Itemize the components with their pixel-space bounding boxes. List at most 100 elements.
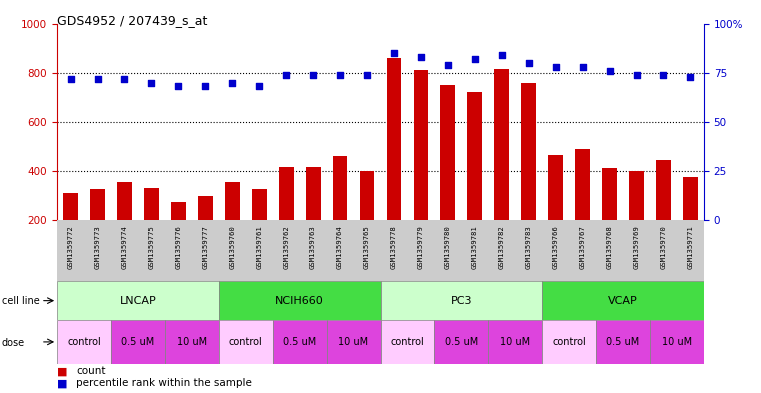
Point <box>630 72 642 78</box>
Text: GSM1359766: GSM1359766 <box>552 225 559 269</box>
Bar <box>387 58 401 220</box>
Text: GSM1359771: GSM1359771 <box>687 225 693 269</box>
Text: GSM1359776: GSM1359776 <box>175 225 181 269</box>
Point <box>119 75 131 82</box>
Text: 0.5 uM: 0.5 uM <box>607 337 640 347</box>
Bar <box>548 155 563 220</box>
Text: GSM1359774: GSM1359774 <box>122 225 127 269</box>
Text: count: count <box>76 366 106 376</box>
Point <box>388 50 400 56</box>
Bar <box>650 320 704 364</box>
Bar <box>495 69 509 220</box>
Bar <box>57 281 219 320</box>
Bar <box>629 171 644 220</box>
Text: ■: ■ <box>57 378 68 388</box>
Text: percentile rank within the sample: percentile rank within the sample <box>76 378 252 388</box>
Bar <box>279 167 294 220</box>
Text: GSM1359772: GSM1359772 <box>68 225 74 269</box>
Point <box>280 72 292 78</box>
Bar <box>272 320 326 364</box>
Point <box>495 52 508 58</box>
Bar <box>683 177 698 220</box>
Bar <box>543 320 596 364</box>
Text: GSM1359760: GSM1359760 <box>229 225 235 269</box>
Point <box>523 60 535 66</box>
Text: GSM1359782: GSM1359782 <box>498 225 505 269</box>
Point <box>145 79 158 86</box>
Text: GSM1359770: GSM1359770 <box>661 225 667 269</box>
Point <box>65 75 77 82</box>
Point <box>172 83 184 90</box>
Bar <box>171 202 186 220</box>
Text: GSM1359764: GSM1359764 <box>337 225 343 269</box>
Bar <box>435 320 489 364</box>
Bar <box>380 320 435 364</box>
Text: GSM1359768: GSM1359768 <box>607 225 613 269</box>
Bar <box>489 320 542 364</box>
Point <box>658 72 670 78</box>
Text: 0.5 uM: 0.5 uM <box>121 337 154 347</box>
Text: GSM1359769: GSM1359769 <box>634 225 639 269</box>
Text: GSM1359765: GSM1359765 <box>364 225 370 269</box>
Bar <box>596 320 650 364</box>
Point <box>442 62 454 68</box>
Bar <box>380 281 542 320</box>
Point <box>415 54 427 60</box>
Bar <box>467 92 482 220</box>
Point <box>307 72 319 78</box>
Bar <box>144 188 159 220</box>
Bar <box>360 171 374 220</box>
Text: 10 uM: 10 uM <box>500 337 530 347</box>
Text: control: control <box>552 337 586 347</box>
Text: 0.5 uM: 0.5 uM <box>444 337 478 347</box>
Point <box>361 72 373 78</box>
Point <box>469 56 481 62</box>
Point <box>226 79 238 86</box>
Bar <box>543 281 704 320</box>
Text: GSM1359773: GSM1359773 <box>94 225 100 269</box>
Text: 0.5 uM: 0.5 uM <box>283 337 317 347</box>
Text: ■: ■ <box>57 366 68 376</box>
Bar <box>333 156 348 220</box>
Text: GSM1359777: GSM1359777 <box>202 225 209 269</box>
Bar <box>165 320 219 364</box>
Text: 10 uM: 10 uM <box>177 337 207 347</box>
Text: GSM1359781: GSM1359781 <box>472 225 478 269</box>
Text: 10 uM: 10 uM <box>662 337 692 347</box>
Text: LNCAP: LNCAP <box>119 296 156 306</box>
Text: GSM1359767: GSM1359767 <box>580 225 586 269</box>
Bar <box>521 83 537 220</box>
Bar <box>219 281 380 320</box>
Text: GSM1359763: GSM1359763 <box>310 225 316 269</box>
Bar <box>326 320 380 364</box>
Bar <box>441 85 455 220</box>
Text: GSM1359783: GSM1359783 <box>526 225 532 269</box>
Bar <box>575 149 590 220</box>
Text: GSM1359779: GSM1359779 <box>418 225 424 269</box>
Point <box>334 72 346 78</box>
Bar <box>306 167 320 220</box>
Bar <box>602 169 617 220</box>
Bar <box>252 189 266 220</box>
Point <box>603 68 616 74</box>
Text: VCAP: VCAP <box>608 296 638 306</box>
Bar <box>63 193 78 220</box>
Point <box>684 73 696 80</box>
Bar <box>111 320 165 364</box>
Text: GSM1359775: GSM1359775 <box>148 225 154 269</box>
Bar <box>413 70 428 220</box>
Point <box>199 83 212 90</box>
Bar <box>219 320 272 364</box>
Bar <box>117 182 132 220</box>
Point <box>91 75 103 82</box>
Point <box>549 64 562 70</box>
Text: GDS4952 / 207439_s_at: GDS4952 / 207439_s_at <box>57 14 208 27</box>
Text: PC3: PC3 <box>451 296 472 306</box>
Text: control: control <box>229 337 263 347</box>
Text: dose: dose <box>2 338 24 348</box>
Text: 10 uM: 10 uM <box>339 337 368 347</box>
Text: GSM1359778: GSM1359778 <box>391 225 397 269</box>
Bar <box>57 320 111 364</box>
Text: GSM1359762: GSM1359762 <box>283 225 289 269</box>
Text: GSM1359780: GSM1359780 <box>445 225 451 269</box>
